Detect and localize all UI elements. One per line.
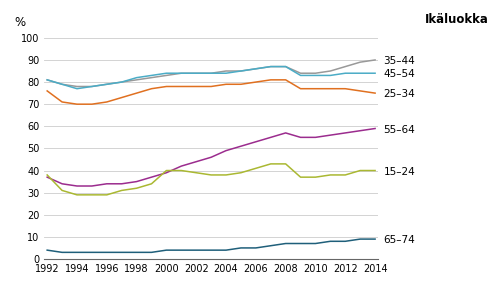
Text: %: %	[14, 16, 25, 29]
Text: Ikäluokka: Ikäluokka	[425, 13, 489, 26]
